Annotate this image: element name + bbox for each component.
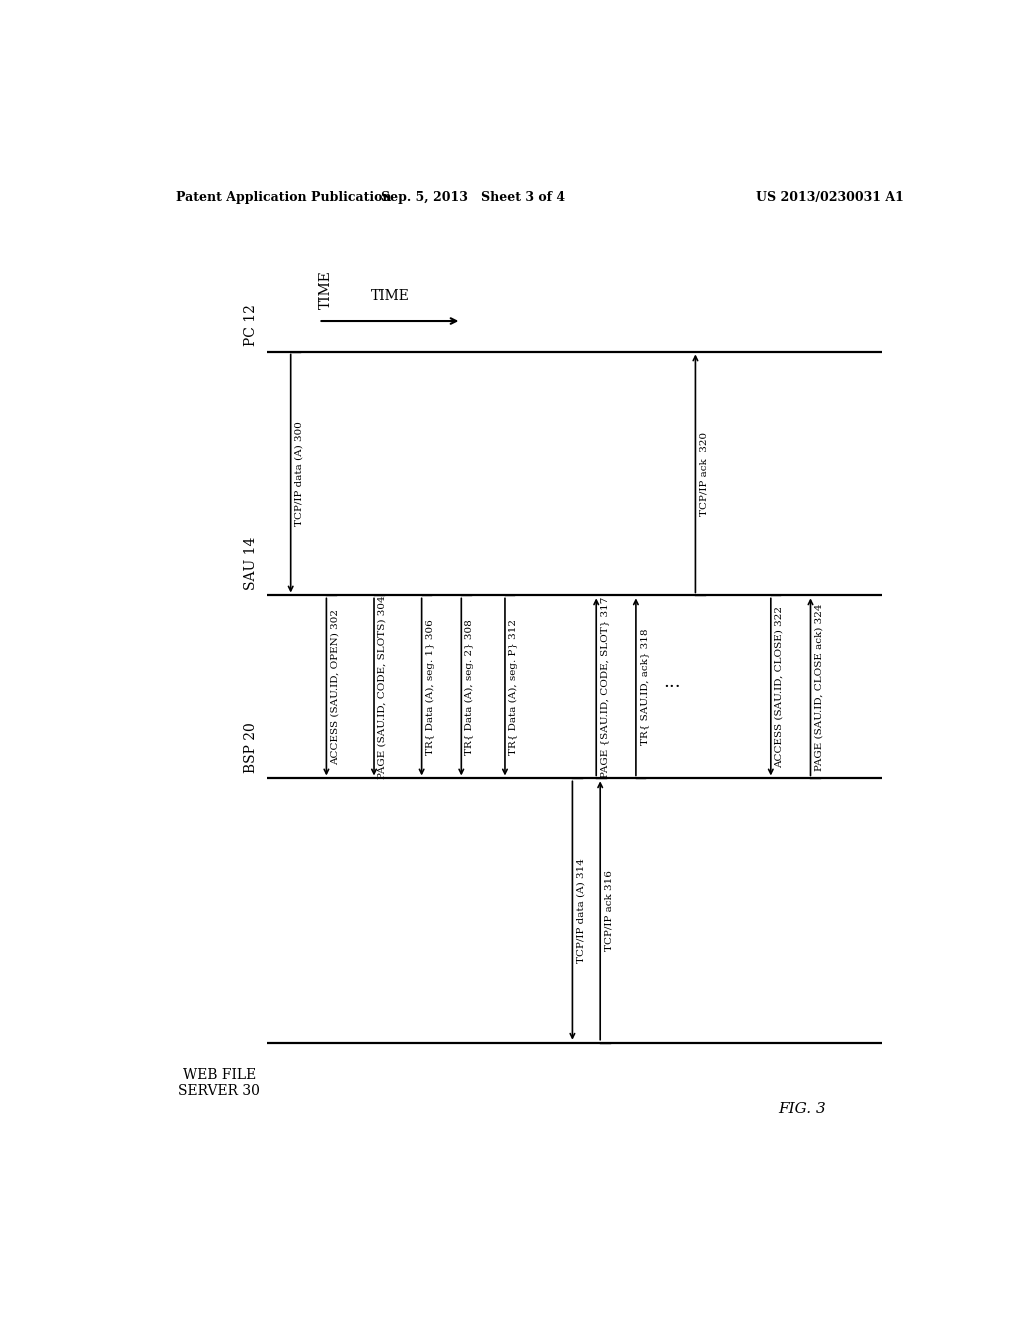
Text: US 2013/0230031 A1: US 2013/0230031 A1 bbox=[757, 190, 904, 203]
Text: TCP/IP data (A) 314: TCP/IP data (A) 314 bbox=[577, 858, 586, 964]
Text: TR{ Data (A), seg. P} 312: TR{ Data (A), seg. P} 312 bbox=[509, 619, 518, 755]
Text: PAGE (SAU.ID, CLOSE ack) 324: PAGE (SAU.ID, CLOSE ack) 324 bbox=[814, 603, 823, 771]
Text: ...: ... bbox=[663, 673, 680, 690]
Text: FIG. 3: FIG. 3 bbox=[778, 1102, 826, 1115]
Text: TIME: TIME bbox=[371, 289, 410, 302]
Text: BSP 20: BSP 20 bbox=[244, 722, 258, 774]
Text: TR{ SAU.ID, ack} 318: TR{ SAU.ID, ack} 318 bbox=[640, 628, 649, 746]
Text: WEB FILE
SERVER 30: WEB FILE SERVER 30 bbox=[178, 1068, 260, 1098]
Text: PC 12: PC 12 bbox=[244, 305, 258, 346]
Text: PAGE (SAU.ID, CODE, SLOTS) 304: PAGE (SAU.ID, CODE, SLOTS) 304 bbox=[378, 595, 387, 779]
Text: TIME: TIME bbox=[318, 271, 333, 309]
Text: TCP/IP ack  320: TCP/IP ack 320 bbox=[699, 432, 709, 516]
Text: TR{ Data (A), seg. 1} 306: TR{ Data (A), seg. 1} 306 bbox=[426, 619, 435, 755]
Text: TCP/IP ack 316: TCP/IP ack 316 bbox=[604, 870, 613, 950]
Text: SAU 14: SAU 14 bbox=[244, 537, 258, 590]
Text: PAGE {SAU.ID, CODE, SLOT} 317: PAGE {SAU.ID, CODE, SLOT} 317 bbox=[600, 597, 609, 777]
Text: ACCESS (SAU.ID, CLOSE) 322: ACCESS (SAU.ID, CLOSE) 322 bbox=[775, 606, 783, 768]
Text: TCP/IP data (A) 300: TCP/IP data (A) 300 bbox=[295, 421, 304, 525]
Text: TR{ Data (A), seg. 2} 308: TR{ Data (A), seg. 2} 308 bbox=[465, 619, 474, 755]
Text: ACCESS (SAU.ID, OPEN) 302: ACCESS (SAU.ID, OPEN) 302 bbox=[331, 609, 339, 764]
Text: Patent Application Publication: Patent Application Publication bbox=[176, 190, 391, 203]
Text: Sep. 5, 2013   Sheet 3 of 4: Sep. 5, 2013 Sheet 3 of 4 bbox=[381, 190, 565, 203]
